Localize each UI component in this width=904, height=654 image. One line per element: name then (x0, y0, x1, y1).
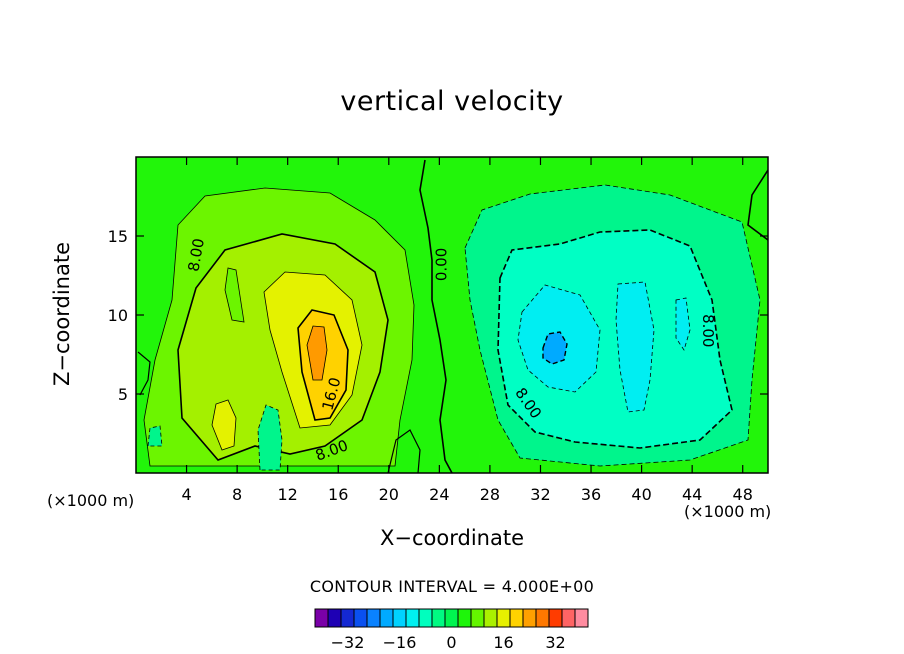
colorbar-swatch (392, 608, 407, 628)
colorbar-swatch (496, 608, 511, 628)
x-tick-label: 32 (530, 485, 550, 504)
colorbar-label: 16 (493, 633, 513, 652)
colorbar-swatch (353, 608, 368, 628)
x-axis-ticks: 4 8 12 16 20 24 28 32 36 40 44 48 (181, 157, 753, 504)
x-tick-label: 16 (328, 485, 348, 504)
colorbar-swatch (457, 608, 472, 628)
updraft-secondary (211, 399, 237, 451)
colorbar-label: 0 (446, 633, 456, 652)
x-tick-label: 4 (181, 485, 191, 504)
colorbar-swatch (431, 608, 446, 628)
chart-title: vertical velocity (340, 86, 564, 117)
x-tick-label: 20 (379, 485, 399, 504)
colorbar-label: 32 (545, 633, 565, 652)
downdraft-level-8 (497, 229, 733, 449)
x-unit-label-right: (×1000 m) (684, 502, 772, 521)
contour-label: 8.00 (699, 314, 717, 347)
x-axis-label: X−coordinate (380, 526, 524, 550)
colorbar-label: −16 (383, 633, 417, 652)
x-tick-label: 48 (733, 485, 753, 504)
colorbar-swatch (444, 608, 459, 628)
colorbar-swatch (470, 608, 485, 628)
small-contour-far-left (147, 425, 163, 447)
small-contour-bottomleft (257, 404, 283, 471)
colorbar-swatch (327, 608, 342, 628)
colorbar-swatch (548, 608, 563, 628)
downdraft-level-12b (615, 281, 655, 413)
x-tick-label: 12 (278, 485, 298, 504)
x-tick-label: 40 (631, 485, 651, 504)
updraft-core (306, 325, 328, 381)
small-contour-bottom (387, 429, 421, 473)
downdraft-streak (675, 297, 691, 351)
colorbar-swatch (340, 608, 355, 628)
y-tick-label: 15 (108, 227, 128, 246)
colorbar-swatch (379, 608, 394, 628)
y-axis-ticks: 5 10 15 (108, 227, 768, 404)
colorbar-swatch (574, 608, 589, 628)
y-tick-label: 10 (108, 306, 128, 325)
colorbar-swatch (418, 608, 433, 628)
x-tick-label: 24 (429, 485, 449, 504)
x-tick-label: 36 (581, 485, 601, 504)
x-unit-label-left: (×1000 m) (47, 491, 135, 510)
colorbar-swatch (405, 608, 420, 628)
contour-label: 8.00 (184, 237, 208, 273)
x-tick-label: 8 (232, 485, 242, 504)
contour-interval-label: CONTOUR INTERVAL = 4.000E+00 (309, 577, 595, 596)
colorbar-swatch (535, 608, 550, 628)
updraft-tongue (224, 267, 245, 323)
downdraft-core (542, 331, 568, 365)
colorbar-swatch (314, 608, 329, 628)
colorbar-swatch (561, 608, 576, 628)
y-tick-label: 5 (118, 385, 128, 404)
plot-field (136, 157, 768, 473)
colorbar-swatch (483, 608, 498, 628)
colorbar: −32 −16 0 16 32 (314, 608, 589, 652)
colorbar-label: −32 (331, 633, 365, 652)
small-contour-left (137, 351, 151, 396)
colorbar-swatch (522, 608, 537, 628)
colorbar-swatch (509, 608, 524, 628)
zero-contour (419, 159, 453, 473)
x-tick-label: 44 (682, 485, 702, 504)
x-tick-label: 28 (480, 485, 500, 504)
zero-contour-right (747, 169, 768, 241)
colorbar-swatch (366, 608, 381, 628)
contour-label: 0.00 (432, 248, 450, 281)
